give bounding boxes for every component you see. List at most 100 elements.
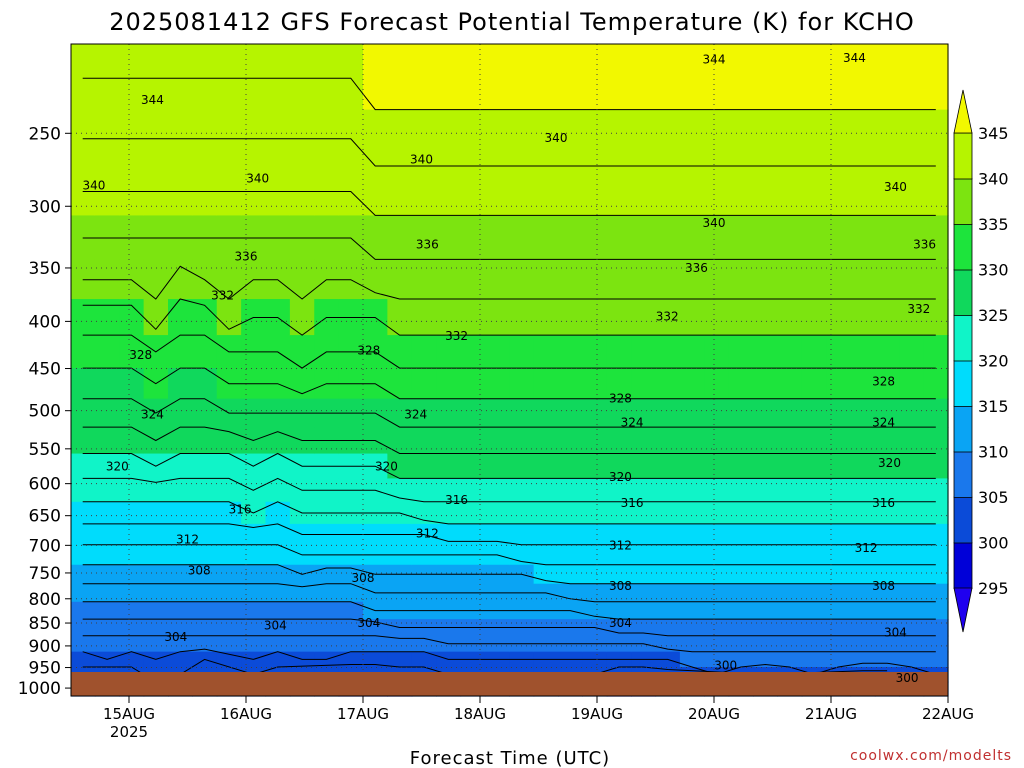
heatmap-cell [119, 583, 145, 603]
heatmap-cell [241, 109, 267, 167]
heatmap-cell [728, 501, 754, 525]
heatmap-cell [509, 398, 535, 428]
heatmap-cell [606, 564, 632, 585]
heatmap-cell [704, 601, 730, 620]
heatmap-cell [655, 368, 681, 400]
heatmap-cell [631, 564, 657, 585]
heatmap-cell [143, 544, 169, 566]
heatmap-cell [777, 564, 803, 585]
heatmap-cell [582, 501, 608, 525]
heatmap-cell [411, 299, 437, 336]
heatmap-cell [655, 335, 681, 369]
heatmap-cell [801, 427, 827, 455]
heatmap-cell [314, 601, 340, 620]
colorbar-tick-label: 340 [978, 170, 1009, 189]
x-tick-label: 22AUG [922, 705, 974, 723]
heatmap-cell [874, 453, 900, 479]
heatmap-cell [71, 299, 96, 336]
heatmap-cell [899, 398, 925, 428]
heatmap-cell [94, 398, 120, 428]
heatmap-cell [753, 583, 778, 603]
y-tick-label: 350 [29, 259, 61, 279]
heatmap-cell [679, 601, 705, 620]
heatmap-cell [850, 635, 876, 653]
heatmap-cell [777, 478, 803, 503]
heatmap-cell [338, 651, 364, 668]
heatmap-cell [289, 299, 315, 336]
heatmap-cell [582, 564, 608, 585]
heatmap-cell [679, 166, 705, 217]
heatmap-cell [923, 335, 949, 369]
heatmap-cell [363, 259, 388, 300]
colorbar-extend-max [953, 89, 973, 134]
heatmap-cell [94, 335, 120, 369]
heatmap-cell [679, 109, 705, 167]
heatmap-cell [679, 564, 705, 585]
heatmap-cell [874, 109, 900, 167]
heatmap-cell [777, 259, 803, 300]
heatmap-cell [338, 601, 364, 620]
heatmap-cell [606, 501, 632, 525]
heatmap-cell [801, 259, 827, 300]
heatmap-cell [314, 635, 340, 653]
heatmap-cell [582, 335, 608, 369]
contour-line [82, 452, 936, 479]
contour-label: 328 [357, 343, 380, 357]
heatmap-cell [460, 398, 486, 428]
heatmap-cell [192, 501, 218, 525]
colorbar-segment [953, 223, 973, 271]
heatmap-cell [850, 166, 876, 217]
heatmap-cell [728, 583, 754, 603]
heatmap-cell [411, 501, 437, 525]
heatmap-cell [436, 478, 462, 503]
heatmap-cell [899, 635, 925, 653]
heatmap-cell [533, 259, 559, 300]
heatmap-cell [728, 299, 754, 336]
contour-line [82, 398, 936, 428]
heatmap-cell [94, 109, 120, 167]
heatmap-cell [899, 299, 925, 336]
heatmap-cell [874, 635, 900, 653]
heatmap-cell [582, 215, 608, 261]
heatmap-cell [631, 368, 657, 400]
heatmap-cell [801, 651, 827, 668]
heatmap-cell [582, 427, 608, 455]
heatmap-cell [363, 635, 388, 653]
heatmap-cell [314, 109, 340, 167]
heatmap-cell [777, 619, 803, 637]
heatmap-cell [777, 523, 803, 546]
heatmap-cell [850, 651, 876, 668]
heatmap-cell [533, 398, 559, 428]
heatmap-cell [850, 259, 876, 300]
heatmap-cell [728, 619, 754, 637]
heatmap-cell [655, 583, 681, 603]
heatmap-cell [582, 478, 608, 503]
heatmap-cell [71, 544, 96, 566]
heatmap-cell [387, 109, 413, 167]
heatmap-cell [509, 166, 535, 217]
heatmap-cell [631, 453, 657, 479]
heatmap-cell [801, 453, 827, 479]
heatmap-cell [753, 544, 778, 566]
heatmap-cell [387, 335, 413, 369]
heatmap-cell [728, 478, 754, 503]
heatmap-cell [753, 427, 778, 455]
heatmap-cell [923, 523, 949, 546]
heatmap-cell [704, 166, 730, 217]
heatmap-cell [606, 335, 632, 369]
heatmap-cell [874, 501, 900, 525]
heatmap-cell [387, 44, 413, 111]
heatmap-cell [94, 523, 120, 546]
x-year-label: 2025 [110, 723, 148, 741]
heatmap-cell [387, 635, 413, 653]
heatmap-cell [704, 215, 730, 261]
heatmap-cell [923, 564, 949, 585]
heatmap-cell [874, 478, 900, 503]
colorbar-tick-label: 305 [978, 488, 1009, 507]
heatmap-cell [655, 109, 681, 167]
heatmap-cell [265, 635, 291, 653]
contour-label: 328 [872, 375, 895, 389]
heatmap-cell [143, 259, 169, 300]
heatmap-cell [460, 166, 486, 217]
heatmap-cell [582, 523, 608, 546]
